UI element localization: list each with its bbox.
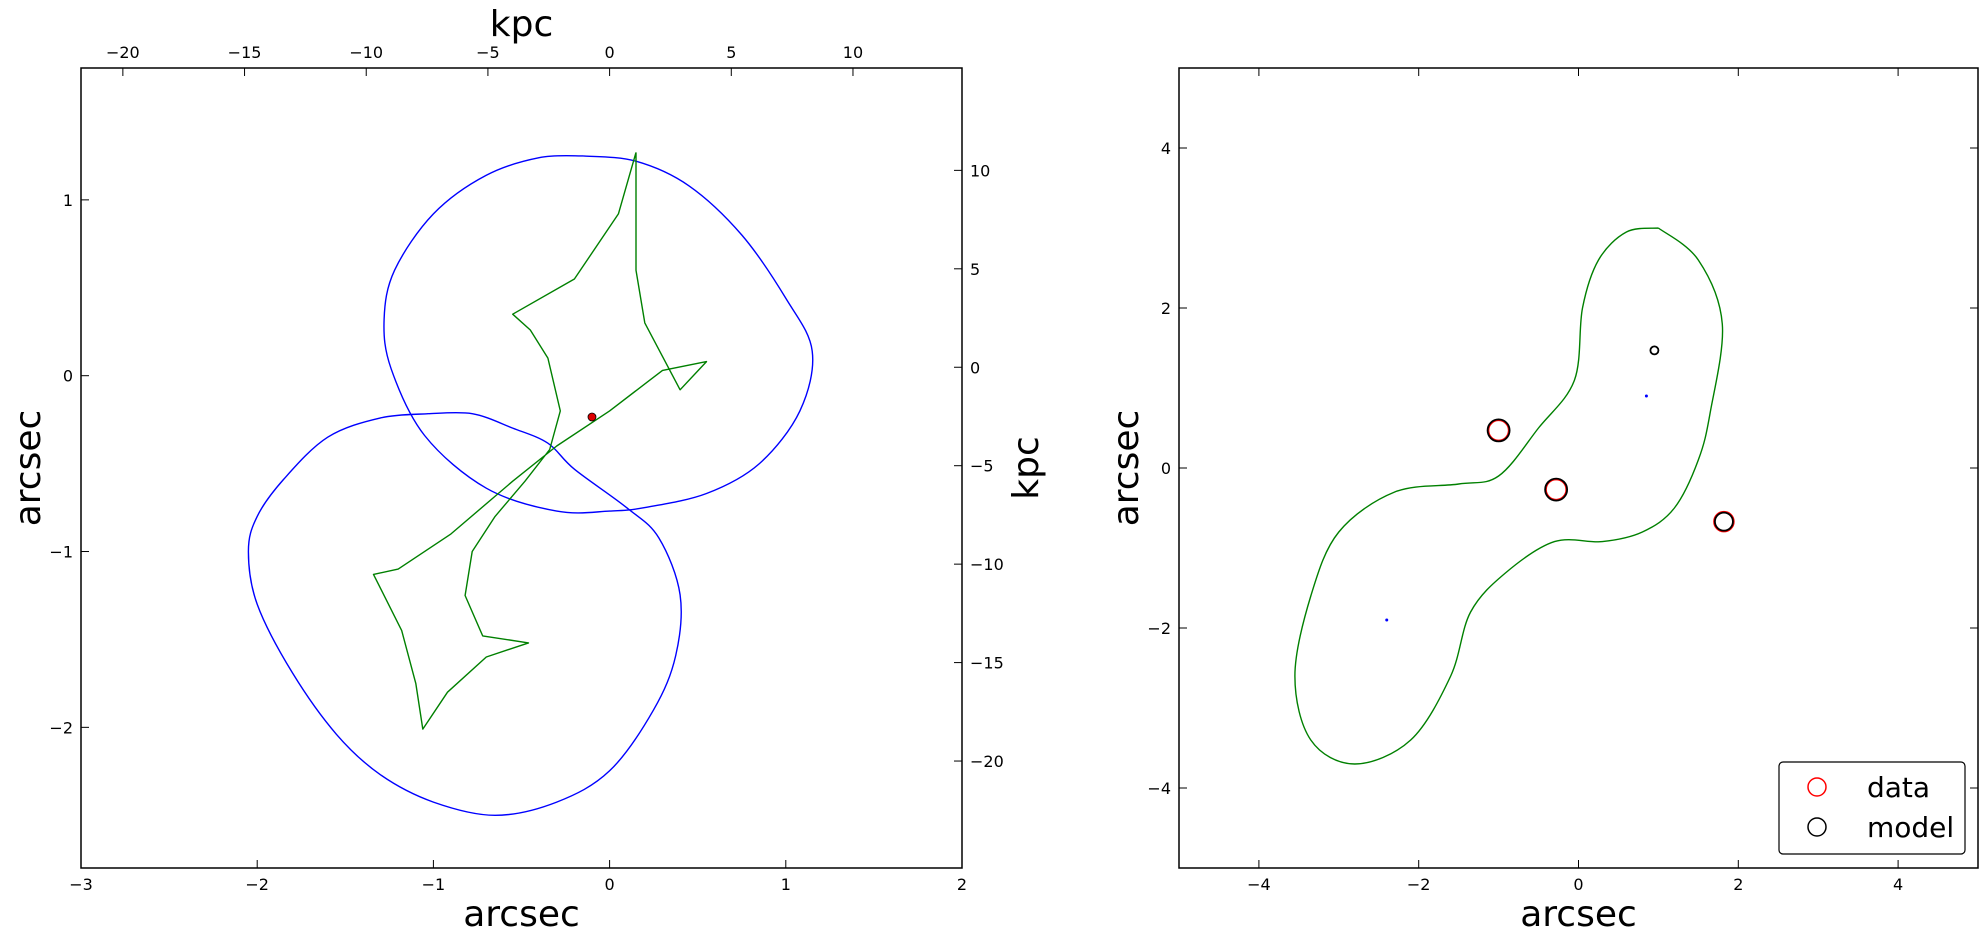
right-tick-label: −5	[970, 457, 994, 476]
top-tick-label: 10	[843, 43, 863, 62]
top-tick-label: 5	[726, 43, 736, 62]
y-tick-label: −1	[49, 543, 73, 562]
top-tick-label: −5	[476, 43, 500, 62]
left-x-axis-label: arcsec	[463, 894, 580, 935]
x-tick-label: 2	[1733, 875, 1743, 894]
x-tick-label: −2	[1407, 875, 1431, 894]
right-plot-frame	[1178, 67, 1979, 869]
right-tick-label: −10	[970, 555, 1004, 574]
x-tick-label: 4	[1893, 875, 1903, 894]
legend-label-model: model	[1867, 811, 1954, 844]
caustic-curve	[372, 152, 708, 730]
data-image-marker	[1487, 419, 1510, 442]
critical-curve-0	[247, 411, 682, 816]
left-plot-content	[247, 152, 814, 816]
y-tick-label: 2	[1161, 299, 1171, 318]
left-top-axis-label: kpc	[490, 4, 554, 45]
x-tick-label: 0	[605, 875, 615, 894]
model-image-marker	[1649, 345, 1660, 356]
right-tick-label: 0	[970, 358, 980, 377]
top-tick-label: −15	[228, 43, 262, 62]
right-x-axis-label: arcsec	[1520, 894, 1637, 935]
right-tick-label: 5	[970, 260, 980, 279]
x-tick-label: −3	[69, 875, 93, 894]
critical-curve-1	[383, 154, 814, 514]
y-tick-label: 4	[1161, 139, 1171, 158]
right-tick-label: 10	[970, 161, 990, 180]
x-tick-label: 1	[781, 875, 791, 894]
legend-label-data: data	[1867, 771, 1930, 804]
x-tick-label: −1	[422, 875, 446, 894]
top-tick-label: 0	[605, 43, 615, 62]
source-position-marker	[1385, 618, 1389, 622]
right-y-axis-label: arcsec	[1106, 410, 1147, 527]
y-tick-label: −2	[1147, 619, 1171, 638]
x-tick-label: −2	[245, 875, 269, 894]
y-tick-label: 1	[63, 191, 73, 210]
left-ticks: −3 −2 −1 0 1 2−2−101−20 −15 −10 −5 0 5 101050−5−10−…	[49, 43, 1003, 894]
right-ticks: −4 −2 0 2 4 −4 −2 0 2 4	[1147, 68, 1978, 894]
x-tick-label: 0	[1573, 875, 1583, 894]
right-plot-content	[1294, 227, 1735, 765]
x-tick-label: −4	[1247, 875, 1271, 894]
data-image-marker	[1713, 510, 1735, 533]
y-tick-label: −4	[1147, 779, 1171, 798]
critical-curve	[1294, 227, 1724, 765]
left-plot-frame	[80, 67, 963, 869]
y-tick-label: 0	[1161, 459, 1171, 478]
right-tick-label: −20	[970, 752, 1004, 771]
y-tick-label: 0	[63, 367, 73, 386]
left-right-axis-label: kpc	[1006, 436, 1047, 500]
model-image-marker	[1486, 418, 1511, 443]
top-tick-label: −20	[106, 43, 140, 62]
model-image-marker	[1714, 511, 1734, 532]
top-tick-label: −10	[349, 43, 383, 62]
model-image-marker	[1544, 477, 1569, 502]
x-tick-label: 2	[957, 875, 967, 894]
left-y-axis-label: arcsec	[8, 410, 49, 527]
right-panel: −4 −2 0 2 4 −4 −2 0 2 4 arcsec arcsec data model	[1106, 67, 1979, 935]
legend-marker-data	[1807, 777, 1827, 797]
legend: data model	[1778, 761, 1966, 855]
left-panel: −3 −2 −1 0 1 2−2−101−20 −15 −10 −5 0 5 101050−5−10−…	[8, 4, 1047, 935]
data-image-marker	[1545, 478, 1567, 501]
source-marker	[587, 412, 597, 422]
right-tick-label: −15	[970, 654, 1004, 673]
source-position-marker	[1644, 394, 1648, 398]
legend-marker-model	[1807, 817, 1827, 837]
y-tick-label: −2	[49, 718, 73, 737]
